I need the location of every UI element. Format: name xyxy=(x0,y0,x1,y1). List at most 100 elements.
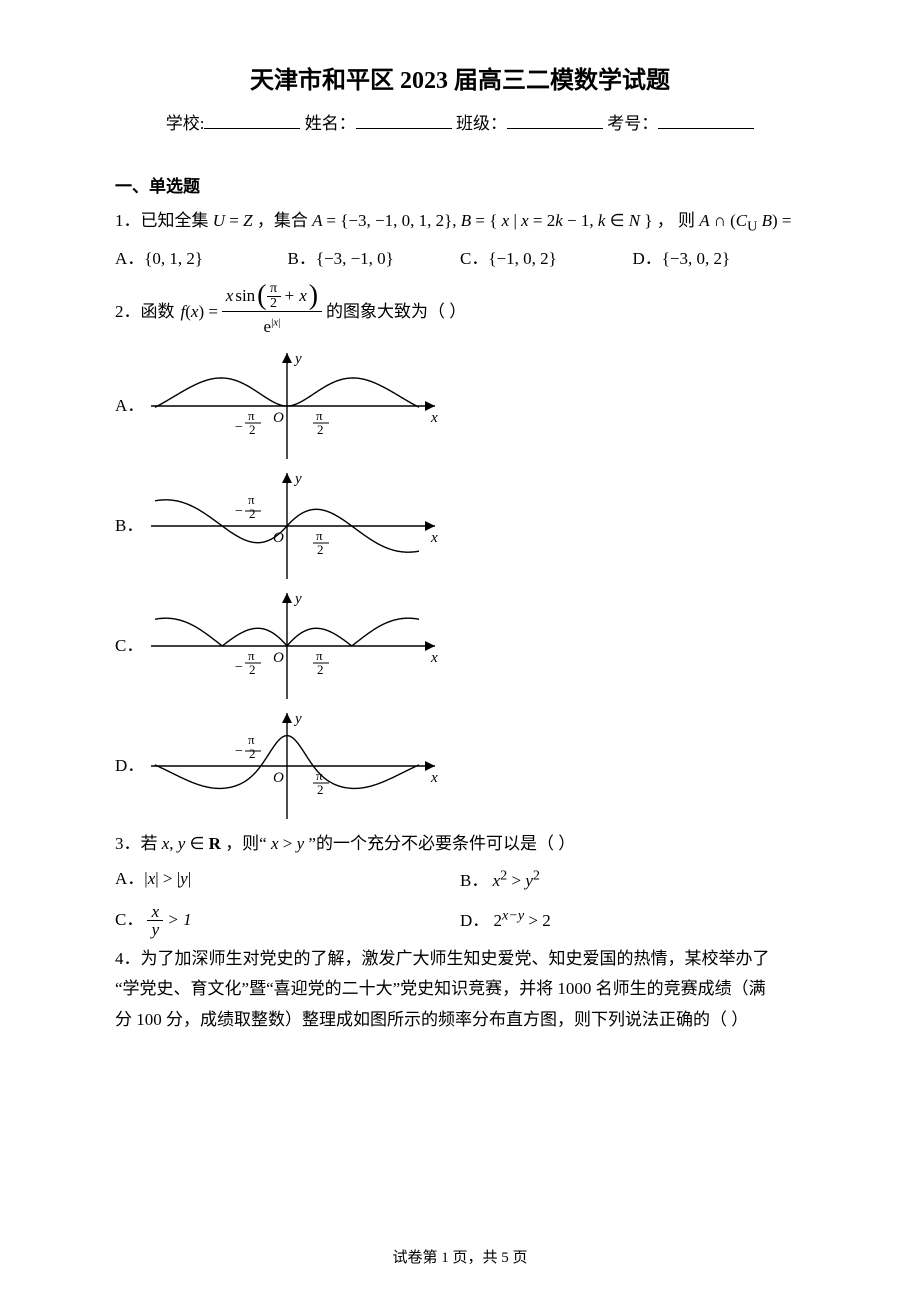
q2-label-c: C． xyxy=(115,631,143,662)
q3-opt-d[interactable]: D． 2x−y > 2 xyxy=(460,903,805,938)
svg-text:2: 2 xyxy=(249,422,256,437)
q3-c-prefix: C． xyxy=(115,905,143,936)
q2-svg-d: yxOπ2−π2 xyxy=(143,707,443,825)
q1-stem-prefix: 已知全集 xyxy=(141,211,209,230)
q2-label-d: D． xyxy=(115,751,143,782)
q2-label-b: B． xyxy=(115,511,143,542)
svg-text:2: 2 xyxy=(317,422,324,437)
q3-options-row2: C． x y > 1 D． 2x−y > 2 xyxy=(115,903,805,938)
q3-opt-b[interactable]: B． x2 > y2 xyxy=(460,864,805,897)
q2-fx-lhs: f(x) = xyxy=(181,297,218,328)
q4-line1: 为了加深师生对党史的了解，激发广大师生知史爱党、知史爱国的热情，某校举办了 xyxy=(141,949,770,968)
svg-text:O: O xyxy=(273,650,284,666)
q2-den: e|x| xyxy=(264,312,281,343)
page-title: 天津市和平区 2023 届高三二模数学试题 xyxy=(115,60,805,103)
class-label: 班级： xyxy=(456,114,507,133)
q3-opt-c[interactable]: C． x y > 1 xyxy=(115,903,460,938)
q1-options: A．{0, 1, 2} B．{−3, −1, 0} C．{−1, 0, 2} D… xyxy=(115,244,805,275)
svg-text:−: − xyxy=(235,420,243,435)
svg-text:y: y xyxy=(293,591,302,607)
q2-svg-c: yxOπ2−π2 xyxy=(143,587,443,705)
question-3: 3．若 x, y ∈ R ，则“ x > y ”的一个充分不必要条件可以是（ ） xyxy=(115,829,805,860)
q3-c-num: x xyxy=(152,903,160,920)
svg-text:−: − xyxy=(235,504,243,519)
svg-text:π: π xyxy=(316,648,323,663)
q3-number: 3． xyxy=(115,834,141,853)
number-blank xyxy=(658,111,754,129)
q4-line2: “学党史、育文化”暨“喜迎党的二十大”党史知识竞赛，并将 1000 名师生的竞赛… xyxy=(115,979,766,998)
q2-stem-suffix: 的图象大致为（ ） xyxy=(326,297,466,328)
q3-d-prefix: D． 2 xyxy=(460,911,502,930)
svg-text:−: − xyxy=(235,660,243,675)
svg-text:2: 2 xyxy=(317,782,324,797)
svg-text:2: 2 xyxy=(317,662,324,677)
q3-opt-a[interactable]: A．|x| > |y| xyxy=(115,864,460,897)
q2-pi-top: π xyxy=(270,282,277,296)
svg-text:y: y xyxy=(293,351,302,367)
q3-c-tail: > 1 xyxy=(167,905,191,936)
q2-pi2: π 2 xyxy=(267,282,281,311)
q2-graph-b[interactable]: B． yxOπ2−π2 xyxy=(115,467,805,585)
id-line: 学校: 姓名： 班级： 考号： xyxy=(115,109,805,140)
q1-number: 1． xyxy=(115,211,141,230)
svg-text:2: 2 xyxy=(249,662,256,677)
q2-pi-bot: 2 xyxy=(270,297,277,311)
svg-text:π: π xyxy=(316,408,323,423)
q1-stem-after: ， 则 xyxy=(657,211,695,230)
q3-xyR: x, y ∈ R xyxy=(162,834,225,853)
school-label: 学校: xyxy=(166,114,205,133)
q2-svg-b: yxOπ2−π2 xyxy=(143,467,443,585)
q2-plus-x: + x xyxy=(284,281,307,312)
q2-number: 2． xyxy=(115,297,141,328)
q3-stem-after: ”的一个充分不必要条件可以是（ ） xyxy=(308,834,575,853)
svg-text:−: − xyxy=(235,744,243,759)
q1-sets: A = {−3, −1, 0, 1, 2}, B = { x | x = 2k … xyxy=(312,211,652,230)
q2-fraction: xsin ( π 2 + x ) e|x| xyxy=(222,281,322,343)
q1-opt-d[interactable]: D．{−3, 0, 2} xyxy=(633,244,806,275)
q3-c-frac: x y xyxy=(147,903,163,938)
svg-text:π: π xyxy=(248,408,255,423)
number-label: 考号： xyxy=(607,114,658,133)
q1-expr: A ∩ (CU B) = xyxy=(699,211,791,230)
q1-U: U = Z xyxy=(213,211,257,230)
svg-text:π: π xyxy=(316,528,323,543)
q1-opt-b[interactable]: B．{−3, −1, 0} xyxy=(288,244,461,275)
svg-text:x: x xyxy=(430,410,438,426)
svg-text:y: y xyxy=(293,471,302,487)
q3-c-den: y xyxy=(152,921,160,938)
svg-text:y: y xyxy=(293,711,302,727)
question-4: 4．为了加深师生对党史的了解，激发广大师生知史爱党、知史爱国的热情，某校举办了 … xyxy=(115,944,805,1036)
svg-text:O: O xyxy=(273,530,284,546)
q2-graph-a[interactable]: A． yxOπ2−π2 xyxy=(115,347,805,465)
svg-text:x: x xyxy=(430,530,438,546)
q2-stem-prefix: 函数 xyxy=(141,297,175,328)
q1-opt-c[interactable]: C．{−1, 0, 2} xyxy=(460,244,633,275)
school-blank xyxy=(204,111,300,129)
class-blank xyxy=(507,111,603,129)
svg-text:2: 2 xyxy=(249,746,256,761)
q4-line3: 分 100 分，成绩取整数）整理成如图所示的频率分布直方图，则下列说法正确的（ … xyxy=(115,1010,748,1029)
section-header: 一、单选题 xyxy=(115,172,805,203)
svg-text:2: 2 xyxy=(249,506,256,521)
q2-graph-d[interactable]: D． yxOπ2−π2 xyxy=(115,707,805,825)
q3-stem-mid: ，则“ xyxy=(225,834,267,853)
q2-label-a: A． xyxy=(115,391,143,422)
q2-graph-c[interactable]: C． yxOπ2−π2 xyxy=(115,587,805,705)
svg-text:x: x xyxy=(430,650,438,666)
q3-options-row1: A．|x| > |y| B． x2 > y2 xyxy=(115,864,805,897)
q1-opt-a[interactable]: A．{0, 1, 2} xyxy=(115,244,288,275)
q1-stem-mid: ，集合 xyxy=(257,211,308,230)
name-blank xyxy=(356,111,452,129)
svg-text:π: π xyxy=(248,648,255,663)
question-2: 2． 函数 f(x) = xsin ( π 2 + x ) e|x| 的图象大致… xyxy=(115,281,805,343)
page-footer: 试卷第 1 页，共 5 页 xyxy=(0,1245,920,1272)
question-1: 1．已知全集 U = Z ，集合 A = {−3, −1, 0, 1, 2}, … xyxy=(115,206,805,240)
svg-text:O: O xyxy=(273,770,284,786)
q3-xgty: x > y xyxy=(267,834,309,853)
name-label: 姓名： xyxy=(305,114,356,133)
svg-text:O: O xyxy=(273,410,284,426)
q2-svg-a: yxOπ2−π2 xyxy=(143,347,443,465)
q3-stem-prefix: 若 xyxy=(141,834,158,853)
svg-text:x: x xyxy=(430,770,438,786)
q2-num-x: xsin xyxy=(226,281,255,312)
